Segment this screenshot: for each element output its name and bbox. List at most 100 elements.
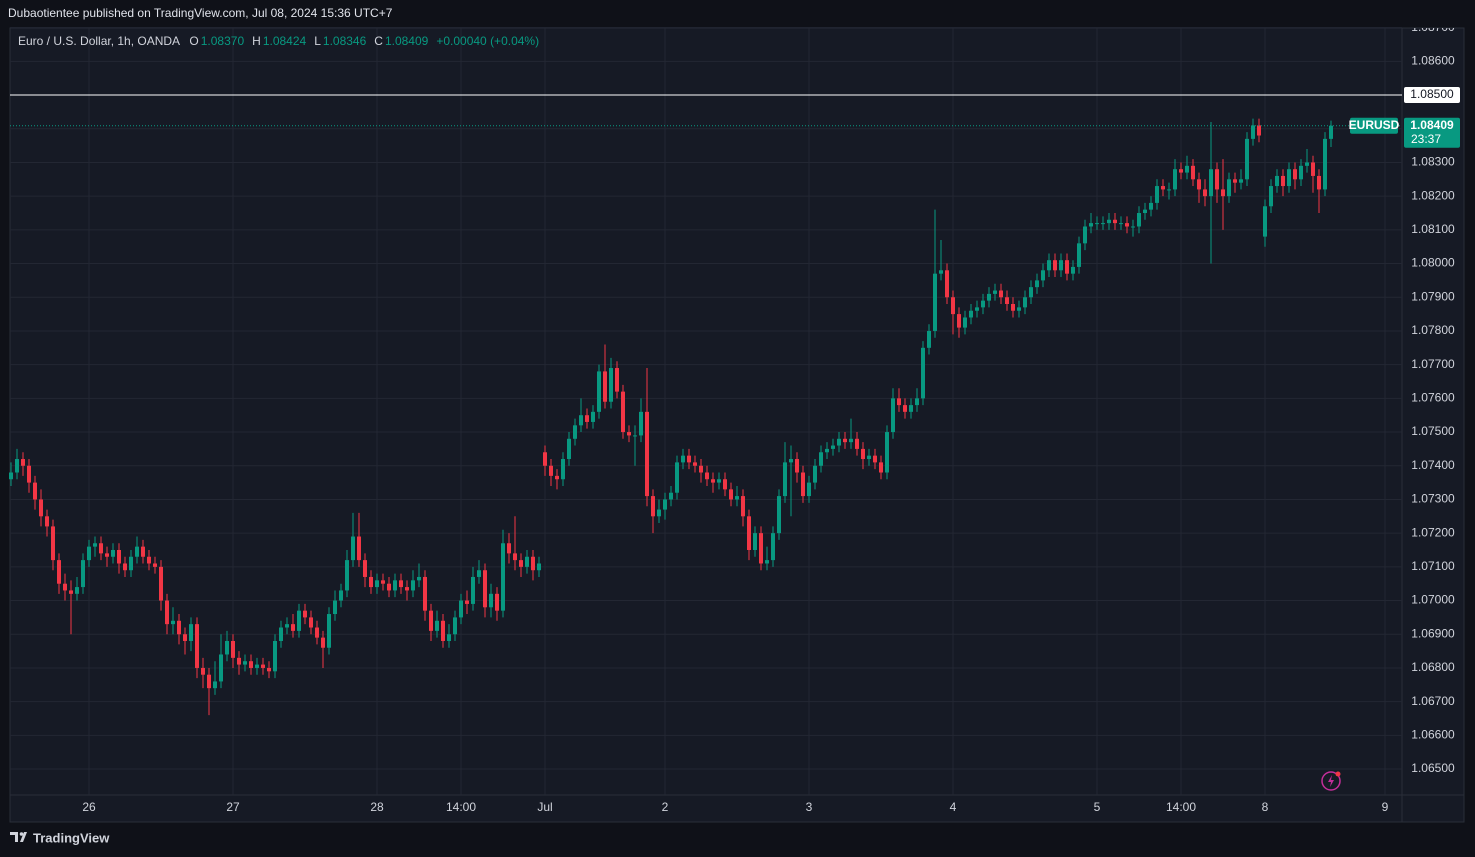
candle-body (729, 489, 733, 500)
brand-name: TradingView (33, 830, 110, 845)
candle-body (1059, 260, 1063, 271)
candle-body (183, 634, 187, 641)
candle-body (897, 398, 901, 406)
candle-body (1275, 175, 1279, 187)
candle-body (939, 270, 943, 274)
y-tick-label: 1.07400 (1411, 458, 1455, 472)
candle-body (843, 438, 847, 443)
candle-body (357, 536, 361, 561)
candle-body (1305, 162, 1309, 166)
candle-body (777, 496, 781, 534)
candle-body (681, 455, 685, 463)
candle-body (1227, 179, 1231, 197)
legend-value: 1.08370 (200, 34, 245, 48)
candle-body (579, 415, 583, 426)
candle-body (81, 560, 85, 588)
candle-body (603, 371, 607, 402)
candle-body (195, 624, 199, 668)
candle-body (1257, 125, 1261, 136)
x-tick-label: 9 (1382, 800, 1389, 814)
y-tick-label: 1.06600 (1411, 728, 1455, 742)
candle-body (1203, 189, 1207, 197)
candle-body (261, 664, 265, 668)
candle-body (1281, 175, 1285, 187)
candle-body (549, 465, 553, 476)
candle-body (537, 563, 541, 571)
candle-body (9, 472, 13, 480)
candle-body (21, 459, 25, 466)
candle-body (621, 391, 625, 433)
candle-body (831, 445, 835, 449)
candle-body (1191, 165, 1195, 180)
candle-body (597, 371, 601, 412)
candle-body (189, 624, 193, 641)
candle-body (207, 674, 211, 689)
candle-body (399, 580, 403, 588)
y-tick-label: 1.07300 (1411, 492, 1455, 506)
candle-body (771, 533, 775, 561)
legend-change: +0.00040 (+0.04%) (436, 34, 540, 48)
candle-body (909, 405, 913, 412)
candle-body (417, 576, 421, 581)
candle-body (285, 624, 289, 628)
y-tick-label: 1.07200 (1411, 525, 1455, 539)
candle-body (723, 479, 727, 490)
x-tick-label: Jul (537, 800, 552, 814)
candle-body (705, 472, 709, 480)
candle-body (1263, 206, 1267, 237)
candle-body (957, 314, 961, 328)
candle-body (627, 432, 631, 436)
candle-body (1035, 280, 1039, 288)
last-price-bg (1404, 117, 1460, 148)
candle-body (1311, 162, 1315, 176)
candle-body (159, 566, 163, 601)
candle-body (873, 455, 877, 463)
hline-label-bg (1404, 87, 1460, 104)
candle-body (105, 553, 109, 557)
lightning-icon (1321, 771, 1341, 791)
candle-body (615, 368, 619, 392)
header-text: Dubaotientee published on TradingView.co… (8, 6, 393, 20)
candle-body (1155, 186, 1159, 203)
candle-body (423, 576, 427, 611)
y-tick-label: 1.08600 (1411, 54, 1455, 68)
x-tick-label: 14:00 (1166, 800, 1196, 814)
legend-value: 1.08424 (262, 34, 307, 48)
x-tick-label: 28 (370, 800, 384, 814)
candle-body (1239, 179, 1243, 183)
candle-body (1029, 287, 1033, 298)
candle-body (741, 496, 745, 517)
candle-body (717, 479, 721, 483)
candle-body (987, 293, 991, 301)
candle-body (495, 593, 499, 611)
hline-label: 1.08500 (1410, 87, 1454, 101)
candle-body (963, 317, 967, 328)
candle-body (219, 654, 223, 682)
candle-body (1161, 186, 1165, 190)
candle-body (147, 556, 151, 564)
candle-body (813, 465, 817, 483)
candle-body (1221, 189, 1225, 197)
candle-body (531, 556, 535, 571)
candle-body (75, 587, 79, 594)
candle-body (255, 664, 259, 668)
candle-body (93, 543, 97, 547)
x-tick-label: 8 (1262, 800, 1269, 814)
candle-body (819, 452, 823, 466)
candle-body (933, 273, 937, 331)
candle-body (525, 556, 529, 567)
y-tick-label: 1.08000 (1411, 256, 1455, 270)
candle-body (291, 624, 295, 631)
candle-body (1323, 138, 1327, 190)
symbol-label-bg (1350, 117, 1398, 134)
candle-body (111, 550, 115, 557)
candle-body (135, 546, 139, 557)
candle-body (861, 448, 865, 460)
candle-body (1173, 169, 1177, 190)
y-tick-label: 1.07900 (1411, 289, 1455, 303)
y-tick-label: 1.07600 (1411, 391, 1455, 405)
candle-body (33, 482, 37, 500)
candle-body (375, 580, 379, 588)
